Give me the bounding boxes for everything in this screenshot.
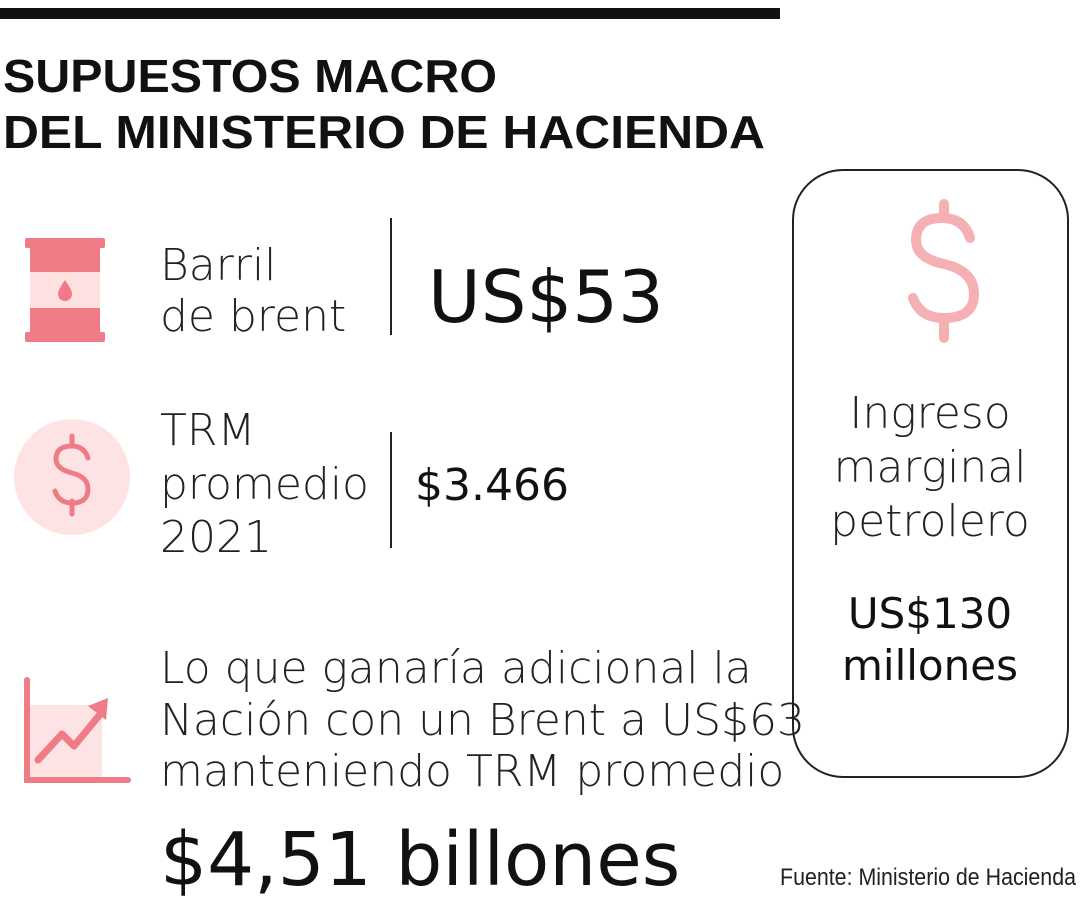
box-label: petrolero: [830, 496, 1030, 547]
top-bar: [0, 8, 780, 19]
box-value: US$130: [848, 589, 1012, 638]
dollar-icon: [14, 419, 130, 535]
title: DEL MINISTERIO DE HACIENDA: [3, 106, 765, 158]
dollar-icon: [908, 199, 980, 343]
item-label: manteniendo TRM promedio: [160, 746, 784, 797]
item-label: 2021: [160, 512, 272, 563]
title: SUPUESTOS MACRO: [3, 50, 497, 102]
item-label: Lo que ganaría adicional la: [160, 643, 752, 694]
barrel-icon: [25, 238, 105, 342]
box-value: millones: [842, 641, 1018, 690]
item-value: $3.466: [415, 460, 569, 511]
item-label: Nación con un Brent a US$63: [160, 695, 805, 746]
source: Fuente: Ministerio de Hacienda: [780, 864, 1077, 891]
item-label: TRM: [160, 405, 255, 456]
item-label: Barril: [160, 240, 276, 291]
box: [792, 169, 1069, 778]
item-label: de brent: [160, 291, 346, 342]
box-label: Ingreso: [849, 388, 1010, 439]
trend-icon: [24, 677, 131, 783]
item-value: $4,51 billones: [160, 817, 680, 900]
box-label: marginal: [834, 442, 1027, 493]
item-value: US$53: [428, 255, 664, 339]
item-label: promedio: [160, 459, 369, 510]
